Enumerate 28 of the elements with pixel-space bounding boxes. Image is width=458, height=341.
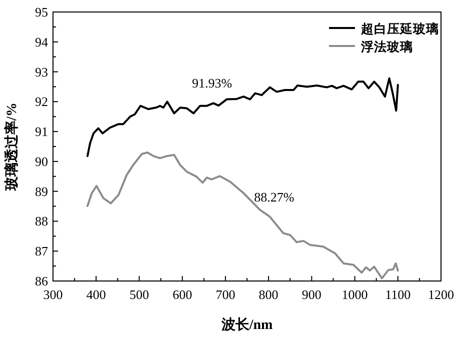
annotation: 91.93% (192, 75, 232, 90)
y-tick-label: 95 (35, 4, 48, 20)
line-series (86, 151, 399, 280)
y-tick-label: 90 (35, 154, 48, 169)
y-tick-label: 94 (35, 34, 48, 50)
x-tick-label: 900 (302, 287, 322, 302)
x-tick-label: 500 (129, 287, 149, 302)
x-tick-label: 400 (86, 287, 106, 302)
y-tick-label: 88 (35, 214, 48, 229)
line-series (86, 77, 399, 158)
y-tick-label: 92 (35, 94, 48, 110)
legend-label: 超白压延玻璃 (360, 21, 439, 36)
x-axis-title: 波长/nm (220, 317, 274, 333)
x-tick-label: 300 (43, 287, 63, 302)
x-tick-label: 1100 (385, 287, 411, 302)
y-tick-label: 86 (35, 274, 48, 288)
y-tick-label: 93 (35, 64, 48, 80)
y-axis-title: 玻璃透过率/% (3, 102, 20, 192)
x-tick-label: 700 (216, 287, 236, 302)
y-tick-label: 89 (35, 184, 48, 199)
y-tick-label: 87 (35, 244, 48, 259)
legend-label: 浮法玻璃 (360, 39, 413, 54)
x-tick-label: 800 (258, 287, 278, 302)
x-tick-label: 600 (172, 287, 192, 302)
annotation: 88.27% (254, 190, 294, 205)
x-tick-label: 1200 (428, 287, 454, 302)
x-tick-label: 1000 (342, 287, 368, 302)
y-tick-label: 91 (35, 124, 48, 140)
